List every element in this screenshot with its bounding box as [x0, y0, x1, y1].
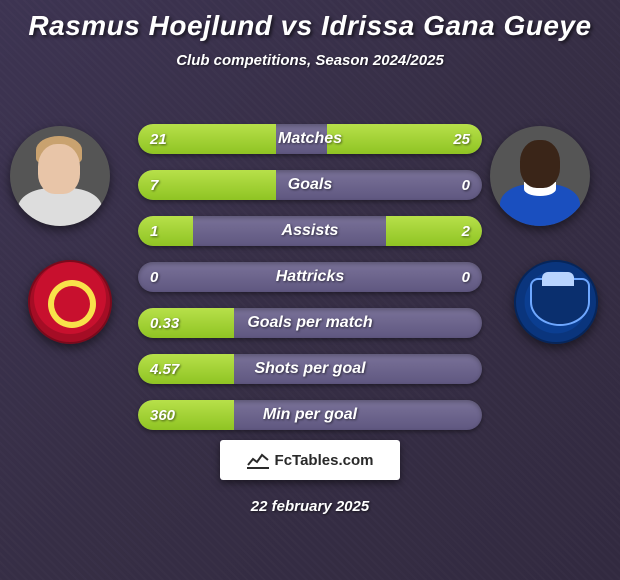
stat-label: Matches [138, 124, 482, 154]
comparison-subtitle: Club competitions, Season 2024/2025 [0, 52, 620, 69]
player-right-avatar [490, 126, 590, 226]
comparison-date: 22 february 2025 [0, 498, 620, 515]
player-left-avatar [10, 126, 110, 226]
stat-label: Shots per goal [138, 354, 482, 384]
club-crest-left [28, 260, 112, 344]
stat-bar: 4.57Shots per goal [138, 354, 482, 384]
stat-bar: 12Assists [138, 216, 482, 246]
stats-bars: 2125Matches 70Goals 12Assists 00Hattricks 0.… [138, 124, 482, 446]
brand-text: FcTables.com [275, 452, 374, 469]
brand-badge: FcTables.com [220, 440, 400, 480]
stat-bar: 00Hattricks [138, 262, 482, 292]
stat-bar: 360Min per goal [138, 400, 482, 430]
avatar-head [520, 140, 560, 188]
stat-label: Goals [138, 170, 482, 200]
stat-bar: 2125Matches [138, 124, 482, 154]
comparison-title: Rasmus Hoejlund vs Idrissa Gana Gueye [0, 0, 620, 42]
club-crest-right [514, 260, 598, 344]
stat-label: Goals per match [138, 308, 482, 338]
stat-label: Assists [138, 216, 482, 246]
stat-bar: 70Goals [138, 170, 482, 200]
brand-chart-icon [247, 451, 269, 469]
stat-label: Min per goal [138, 400, 482, 430]
stat-bar: 0.33Goals per match [138, 308, 482, 338]
avatar-head [38, 144, 80, 194]
stat-label: Hattricks [138, 262, 482, 292]
